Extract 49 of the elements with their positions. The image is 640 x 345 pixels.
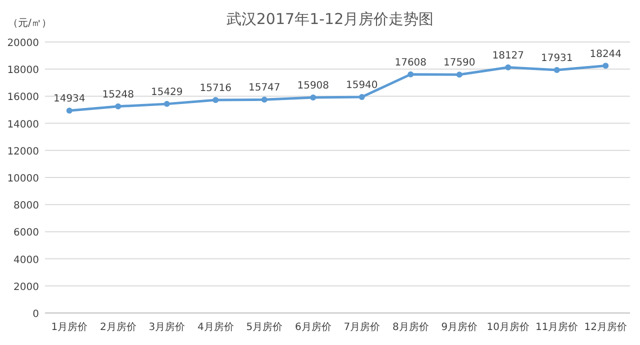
- point: [408, 71, 414, 78]
- data-label: 15429: [150, 86, 183, 98]
- data-label: 15940: [346, 80, 378, 92]
- point: [115, 103, 122, 110]
- y-tick-label: 12000: [7, 146, 39, 158]
- data-label: 15716: [200, 83, 232, 94]
- point: [505, 64, 512, 70]
- x-tick-label: 12月房价: [584, 321, 627, 333]
- y-tick-label: 18000: [7, 65, 39, 76]
- data-label: 14934: [53, 94, 86, 105]
- y-axis-title: （元/㎡）: [8, 18, 52, 29]
- data-label: 17931: [540, 53, 573, 64]
- x-tick-label: 1月房价: [51, 321, 88, 333]
- point: [602, 62, 609, 69]
- data-label: 15248: [102, 89, 134, 100]
- x-tick-label: 8月房价: [392, 321, 429, 333]
- y-tick-label: 6000: [14, 228, 39, 239]
- point: [554, 67, 560, 74]
- data-label: 18127: [492, 50, 524, 62]
- y-tick-label: 14000: [7, 119, 39, 130]
- x-tick-label: 11月房价: [536, 321, 578, 333]
- x-tick-label: 6月房价: [294, 321, 332, 333]
- y-tick-label: 4000: [14, 254, 39, 266]
- point: [212, 97, 219, 104]
- chart-title: 武汉2017年1-12月房价走势图: [226, 10, 434, 28]
- point: [164, 100, 170, 107]
- x-tick-label: 9月房价: [441, 321, 478, 333]
- data-label: 17590: [443, 58, 476, 69]
- data-label: 15747: [248, 82, 280, 94]
- y-tick-label: 2000: [14, 282, 39, 293]
- x-tick-label: 10月房价: [486, 321, 530, 333]
- x-tick-label: 4月房价: [197, 321, 234, 333]
- data-label: 15908: [297, 80, 330, 92]
- point: [261, 96, 268, 103]
- point: [358, 94, 365, 100]
- y-tick-label: 16000: [7, 92, 39, 104]
- x-tick-label: 7月房价: [344, 321, 380, 333]
- y-tick-label: 10000: [7, 174, 39, 184]
- y-tick-label: 20000: [7, 38, 39, 49]
- data-label: 17608: [394, 57, 427, 68]
- y-tick-label: 0: [32, 309, 39, 320]
- point: [66, 108, 72, 114]
- point: [456, 72, 462, 78]
- x-tick-label: 5月房价: [246, 321, 283, 333]
- x-tick-label: 3月房价: [148, 321, 186, 333]
- point: [310, 94, 316, 100]
- data-label: 18244: [590, 48, 622, 60]
- y-tick-label: 8000: [14, 200, 39, 212]
- x-tick-label: 2月房价: [100, 321, 136, 333]
